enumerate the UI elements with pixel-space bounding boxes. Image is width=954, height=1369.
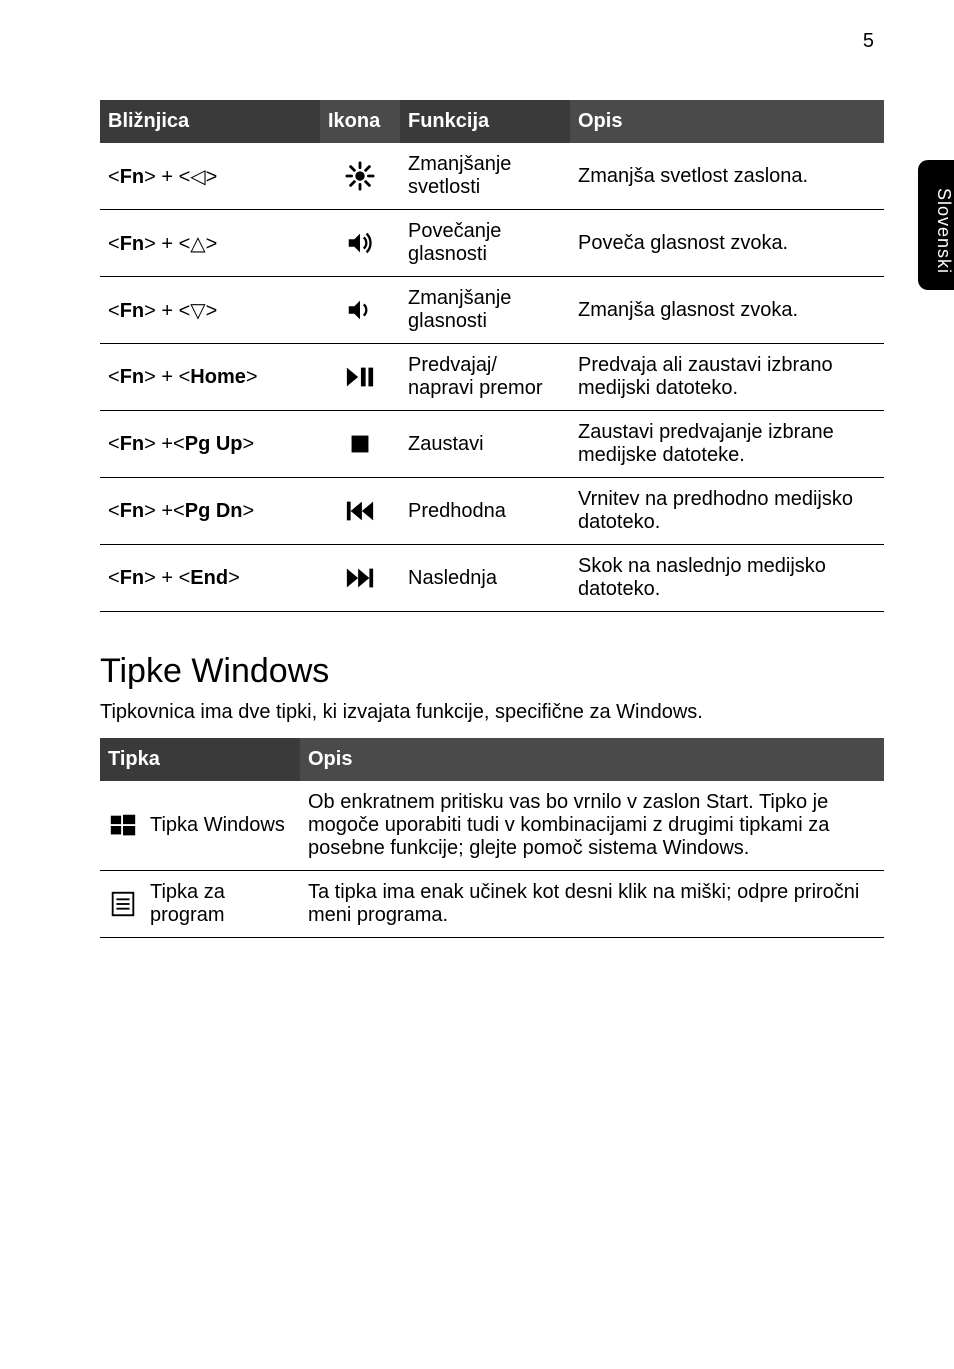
key-label: Tipka za program	[150, 881, 292, 927]
section-title: Tipke Windows	[100, 652, 884, 691]
next-icon	[345, 563, 375, 593]
cell-shortcut: <Fn> + <△>	[100, 210, 320, 277]
stop-icon	[345, 429, 375, 459]
cell-icon	[320, 143, 400, 210]
cell-desc: Poveča glasnost zvoka.	[570, 210, 884, 277]
cell-func: Povečanje glasnosti	[400, 210, 570, 277]
key-label: Tipka Windows	[150, 814, 285, 837]
th-func: Funkcija	[400, 100, 570, 143]
cell-shortcut: <Fn> + <Home>	[100, 344, 320, 411]
cell-shortcut: <Fn> + <▽>	[100, 277, 320, 344]
table-row: <Fn> +<Pg Dn> PredhodnaVrnitev na predhod…	[100, 478, 884, 545]
cell-shortcut: <Fn> + <◁>	[100, 143, 320, 210]
th-keydesc: Opis	[300, 738, 884, 781]
cell-desc: Vrnitev na predhodno medijsko datoteko.	[570, 478, 884, 545]
page-number: 5	[863, 30, 874, 53]
bright-down-icon	[345, 161, 375, 191]
cell-icon	[320, 411, 400, 478]
table-row: <Fn> +<Pg Up> ZaustaviZaustavi predvajanj…	[100, 411, 884, 478]
side-tab: Slovenski	[918, 160, 954, 290]
cell-key: Tipka Windows	[100, 781, 300, 871]
th-desc: Opis	[570, 100, 884, 143]
cell-icon	[320, 478, 400, 545]
table-row: <Fn> + <▽> Zmanjšanje glasnostiZmanjša gl…	[100, 277, 884, 344]
play-pause-icon	[345, 362, 375, 392]
cell-keydesc: Ta tipka ima enak učinek kot desni klik …	[300, 871, 884, 938]
windows-icon	[108, 811, 138, 841]
cell-desc: Predvaja ali zaustavi izbrano medijski d…	[570, 344, 884, 411]
cell-icon	[320, 545, 400, 612]
cell-shortcut: <Fn> + <End>	[100, 545, 320, 612]
table-row: Tipka Windows Ob enkratnem pritisku vas b…	[100, 781, 884, 871]
table-row: <Fn> + <△> Povečanje glasnostiPoveča glas…	[100, 210, 884, 277]
cell-func: Predvajaj/ napravi premor	[400, 344, 570, 411]
cell-key: Tipka za program	[100, 871, 300, 938]
table-row: Tipka za programTa tipka ima enak učinek…	[100, 871, 884, 938]
menu-icon	[108, 889, 138, 919]
vol-down-icon	[345, 295, 375, 325]
cell-desc: Zmanjša glasnost zvoka.	[570, 277, 884, 344]
cell-desc: Skok na naslednjo medijsko datoteko.	[570, 545, 884, 612]
cell-func: Zmanjšanje glasnosti	[400, 277, 570, 344]
cell-icon	[320, 277, 400, 344]
cell-icon	[320, 210, 400, 277]
keys-table: Tipka Opis Tipka Windows Ob enkratnem pri…	[100, 738, 884, 938]
cell-desc: Zaustavi predvajanje izbrane medijske da…	[570, 411, 884, 478]
cell-func: Zmanjšanje svetlosti	[400, 143, 570, 210]
cell-keydesc: Ob enkratnem pritisku vas bo vrnilo v za…	[300, 781, 884, 871]
cell-icon	[320, 344, 400, 411]
table-row: <Fn> + <Home> Predvajaj/ napravi premorPr…	[100, 344, 884, 411]
th-key: Tipka	[100, 738, 300, 781]
cell-func: Naslednja	[400, 545, 570, 612]
shortcuts-table: Bližnjica Ikona Funkcija Opis <Fn> + <◁>…	[100, 100, 884, 612]
vol-up-icon	[345, 228, 375, 258]
cell-desc: Zmanjša svetlost zaslona.	[570, 143, 884, 210]
table-row: <Fn> + <End> NaslednjaSkok na naslednjo m…	[100, 545, 884, 612]
cell-func: Zaustavi	[400, 411, 570, 478]
cell-func: Predhodna	[400, 478, 570, 545]
prev-icon	[345, 496, 375, 526]
section-lead: Tipkovnica ima dve tipki, ki izvajata fu…	[100, 701, 884, 724]
cell-shortcut: <Fn> +<Pg Up>	[100, 411, 320, 478]
table-row: <Fn> + <◁> Zmanjšanje svetlostiZmanjša sv…	[100, 143, 884, 210]
th-icon: Ikona	[320, 100, 400, 143]
th-shortcut: Bližnjica	[100, 100, 320, 143]
cell-shortcut: <Fn> +<Pg Dn>	[100, 478, 320, 545]
